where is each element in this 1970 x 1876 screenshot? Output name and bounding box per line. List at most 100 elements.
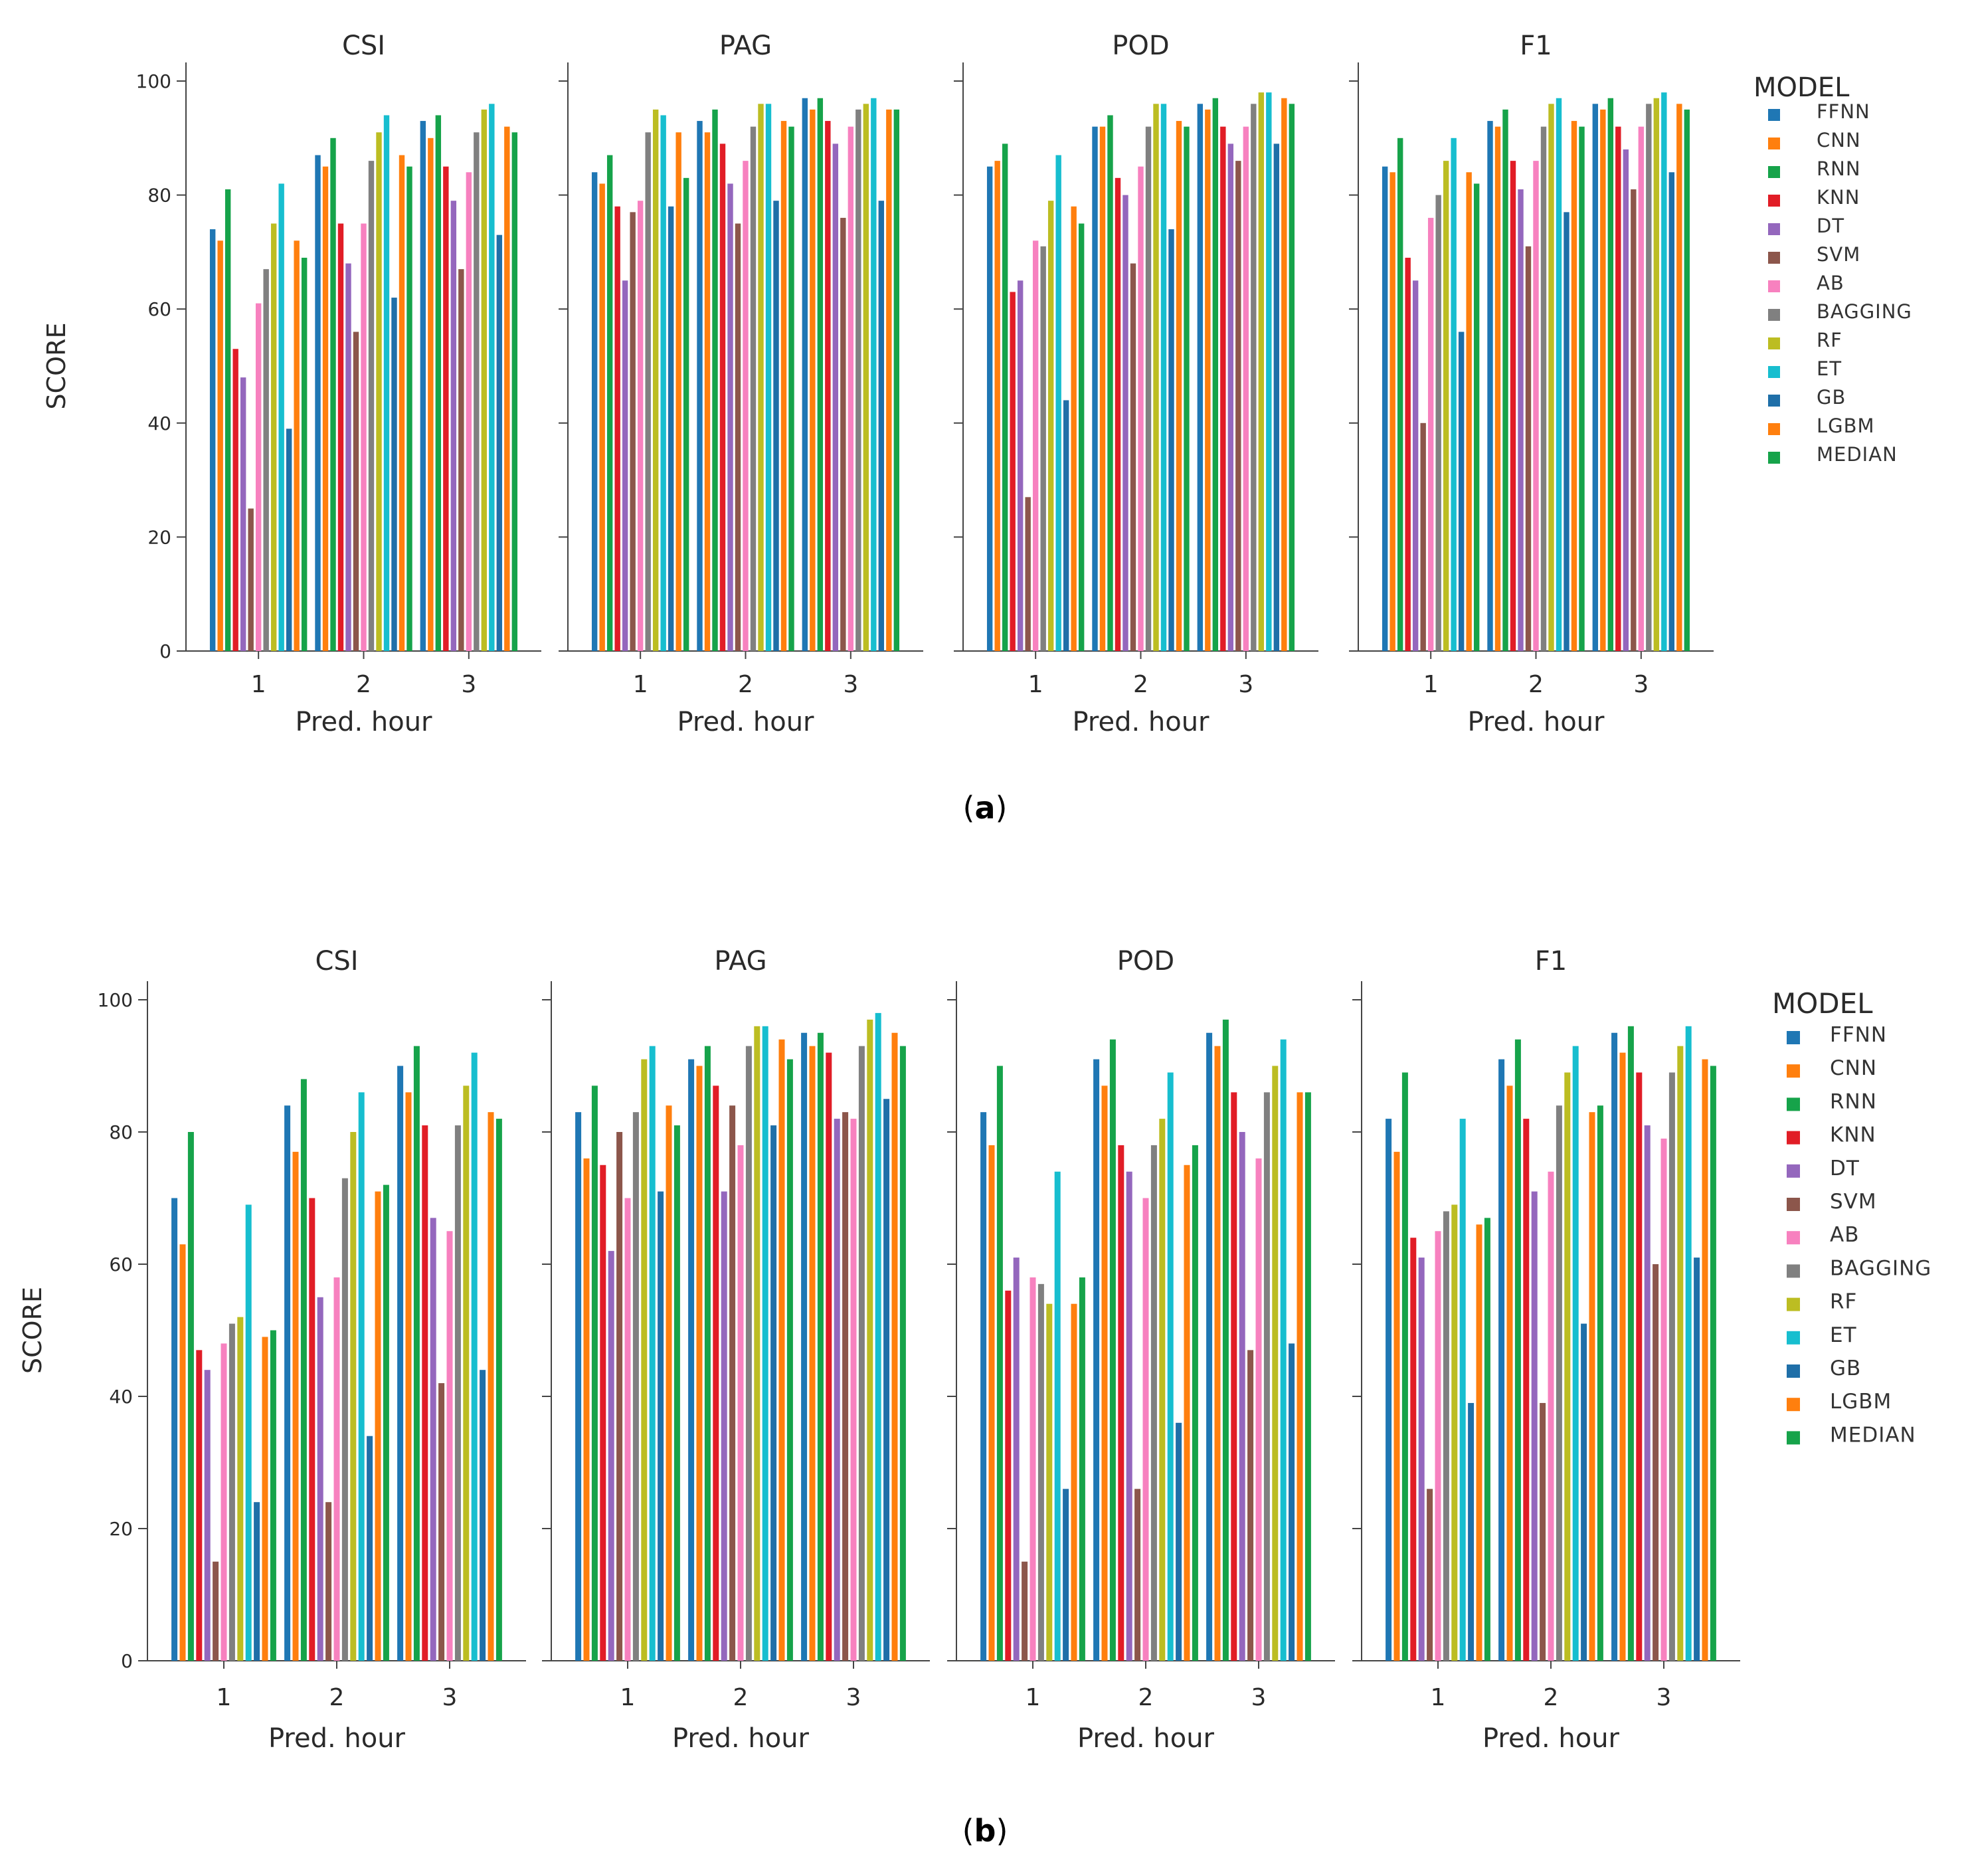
bar-ffnn [986, 166, 993, 651]
bar-median [788, 126, 794, 651]
bar-knn [1523, 1119, 1530, 1661]
bar-rnn [300, 1079, 307, 1661]
bar-gb [668, 206, 674, 651]
bar-median [301, 257, 308, 652]
legend-entry-ffnn: FFNN [1817, 100, 1870, 123]
bar-ffnn [1092, 126, 1098, 651]
bar-median [495, 1119, 502, 1661]
bar-median [1473, 183, 1480, 651]
bar-cnn [322, 166, 329, 651]
subplot-title: F1 [1535, 946, 1567, 977]
bar-ab [1243, 126, 1249, 651]
bar-ffnn [1093, 1059, 1100, 1661]
legend-entry-rf: RF [1830, 1290, 1857, 1314]
bar-rf [463, 1085, 470, 1661]
legend-entry-ab: AB [1817, 272, 1844, 294]
bar-lgbm [778, 1039, 785, 1661]
legend-entry-svm: SVM [1830, 1190, 1877, 1214]
bar-ab [737, 1145, 744, 1661]
bar-ffnn [284, 1105, 291, 1661]
bar-gb [1168, 229, 1174, 652]
bar-bagging [750, 126, 757, 651]
bar-svm [729, 1105, 736, 1661]
legend-entry-median: MEDIAN [1830, 1423, 1916, 1447]
bar-dt [721, 1191, 727, 1661]
bar-svm [1653, 1264, 1659, 1661]
bar-median [1289, 104, 1295, 651]
bar-bagging [858, 1046, 865, 1661]
bar-gb [1289, 1343, 1295, 1661]
bar-knn [422, 1125, 428, 1661]
bar-ab [1032, 240, 1039, 651]
bar-knn [1118, 1145, 1124, 1661]
bar-rf [1564, 1072, 1571, 1661]
legend-swatch-rnn [1787, 1097, 1800, 1111]
bar-cnn [1205, 109, 1211, 651]
bar-rf [1548, 104, 1554, 651]
bar-rf [350, 1132, 357, 1661]
bar-rf [1272, 1066, 1279, 1661]
y-tick-label: 80 [109, 1121, 133, 1143]
bar-rf [1153, 104, 1159, 651]
bar-svm [1420, 422, 1426, 651]
bar-gb [1063, 1489, 1069, 1661]
bar-bagging [1040, 246, 1046, 651]
bar-et [383, 115, 390, 652]
bar-dt [834, 1119, 840, 1661]
legend-swatch-ffnn [1768, 109, 1780, 121]
bar-median [1078, 223, 1085, 651]
x-tick-label: 3 [1251, 1684, 1267, 1711]
x-axis-label: Pred. hour [1077, 1723, 1215, 1754]
bar-rf [1047, 201, 1054, 651]
bar-ab [850, 1119, 857, 1661]
bar-ffnn [801, 1032, 808, 1661]
bar-rnn [1002, 143, 1008, 651]
x-tick-label: 1 [633, 671, 648, 698]
x-axis-label: Pred. hour [1072, 707, 1209, 737]
bar-dt [1227, 143, 1234, 651]
bar-rnn [591, 1085, 598, 1661]
bar-gb [770, 1125, 777, 1661]
y-tick-label: 100 [98, 989, 133, 1011]
bar-rnn [996, 1066, 1003, 1661]
bar-svm [353, 331, 359, 651]
bar-lgbm [1466, 172, 1472, 651]
bar-median [899, 1046, 906, 1661]
legend-swatch-rnn [1768, 166, 1780, 178]
legend-entry-knn: KNN [1830, 1123, 1876, 1147]
bar-ab [1030, 1277, 1036, 1661]
bar-ffnn [1206, 1032, 1213, 1661]
bar-ab [1533, 161, 1539, 651]
x-tick-label: 3 [442, 1684, 458, 1711]
bar-et [471, 1052, 478, 1661]
y-axis-label: SCORE [42, 323, 71, 410]
bar-knn [826, 1052, 832, 1661]
bar-lgbm [1702, 1059, 1708, 1661]
bar-et [660, 115, 666, 652]
legend-swatch-median [1768, 452, 1780, 464]
legend: MODEL FFNN CNN RNN KNN DT SVM AB BAGGING RF ET GB LG… [1772, 987, 1931, 1447]
bar-median [683, 177, 689, 651]
bar-median [1710, 1066, 1716, 1661]
bar-dt [1122, 195, 1128, 652]
y-tick-label: 20 [109, 1518, 133, 1540]
subplot-f1: F1 1 2 3 Pred. hour [1352, 946, 1740, 1754]
legend-swatch-dt [1768, 223, 1780, 235]
legend-swatch-ffnn [1787, 1031, 1800, 1044]
y-tick-label: 20 [147, 526, 171, 548]
bar-ffnn [591, 172, 598, 651]
bar-rf [652, 109, 659, 651]
bar-svm [438, 1383, 445, 1661]
bar-svm [458, 269, 464, 651]
bar-ab [1142, 1198, 1149, 1661]
bar-lgbm [1571, 121, 1577, 651]
bar-ab [466, 172, 472, 651]
subplot-title: CSI [315, 946, 358, 977]
bar-dt [240, 377, 246, 651]
caption-paren-open: ( [962, 1813, 974, 1849]
bar-cnn [1214, 1046, 1221, 1661]
bar-dt [1644, 1125, 1651, 1661]
bar-lgbm [780, 121, 787, 651]
bar-bagging [1037, 1283, 1044, 1661]
